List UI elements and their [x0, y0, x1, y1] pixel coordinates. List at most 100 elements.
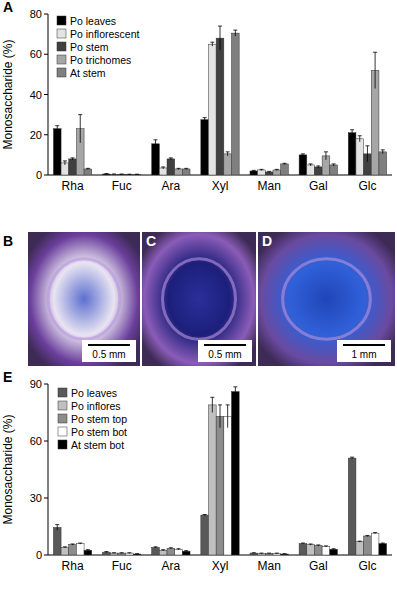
bar: [224, 416, 232, 555]
error-bar: [63, 547, 67, 548]
error-bar: [275, 553, 279, 555]
error-cap: [332, 163, 336, 164]
bar: [314, 167, 322, 175]
error-line: [375, 52, 376, 88]
panel-label: A: [3, 0, 13, 15]
scale-box: [198, 340, 252, 362]
error-cap: [218, 404, 222, 405]
error-bar: [135, 553, 139, 555]
bar: [69, 159, 77, 175]
bar: [110, 553, 118, 555]
error-bar: [324, 546, 328, 547]
error-bar: [127, 174, 131, 175]
error-bar: [365, 146, 369, 162]
bar: [364, 536, 372, 555]
error-cap: [373, 52, 377, 53]
bar: [330, 549, 338, 555]
error-bar: [71, 544, 75, 545]
error-bar: [169, 158, 173, 160]
error-line: [227, 152, 228, 156]
x-tick-label: Ara: [162, 179, 181, 193]
error-bar: [177, 549, 181, 550]
bar: [273, 170, 281, 175]
error-line: [325, 152, 326, 160]
error-cap: [161, 166, 165, 167]
legend-swatch: [58, 388, 67, 397]
bar: [152, 144, 160, 175]
error-cap: [233, 386, 237, 387]
bar: [182, 551, 190, 555]
y-tick: [44, 384, 48, 385]
bar: [159, 550, 167, 555]
error-bar: [252, 170, 256, 171]
legend-label: Po inflorescent: [70, 28, 140, 40]
error-bar: [252, 552, 256, 554]
error-cap: [184, 168, 188, 169]
bar: [379, 152, 387, 175]
y-tick: [44, 441, 48, 442]
error-bar: [332, 549, 336, 550]
y-tick-label: 80: [30, 8, 42, 20]
bar: [61, 547, 69, 555]
bar: [258, 170, 266, 175]
bar: [265, 553, 273, 555]
bar: [371, 533, 379, 555]
bar: [307, 545, 315, 555]
y-tick: [44, 134, 48, 135]
error-cap: [127, 552, 131, 553]
bar: [159, 168, 167, 175]
x-tick-label: Fuc: [112, 179, 132, 193]
error-cap: [127, 174, 131, 175]
error-cap: [358, 135, 362, 136]
x-tick-label: Gal: [309, 559, 328, 573]
error-cap: [226, 151, 230, 152]
error-cap: [177, 548, 181, 549]
y-tick-label: 20: [30, 129, 42, 141]
y-tick: [44, 54, 48, 55]
error-cap: [135, 553, 139, 554]
x-tick-label: Xyl: [212, 559, 229, 573]
error-bar: [78, 115, 82, 143]
error-cap: [184, 550, 188, 551]
error-cap: [55, 524, 59, 525]
error-cap: [55, 125, 59, 126]
scale-box: [337, 340, 391, 362]
bar: [314, 546, 322, 556]
chart: E0306090Monosaccharide (%)RhaFucAraXylMa…: [1, 369, 392, 573]
error-cap: [282, 163, 286, 164]
bar: [175, 549, 183, 555]
error-bar: [135, 174, 139, 175]
bar: [258, 553, 266, 555]
legend-label: At stem bot: [71, 439, 124, 451]
x-tick-label: Rha: [62, 179, 84, 193]
bar: [281, 164, 289, 175]
bar: [103, 552, 111, 555]
error-line: [220, 26, 221, 50]
error-bar: [282, 553, 286, 555]
error-cap: [169, 547, 173, 548]
bar: [231, 392, 239, 555]
y-tick-label: 90: [30, 378, 42, 390]
panel-label: E: [3, 369, 12, 385]
error-cap: [358, 541, 362, 542]
y-tick: [44, 14, 48, 15]
bars: [53, 387, 386, 555]
error-bar: [259, 553, 263, 555]
error-cap: [135, 174, 139, 175]
error-cap: [86, 549, 90, 550]
bar: [69, 545, 77, 555]
panel-label: C: [146, 233, 156, 249]
y-tick-label: 30: [30, 492, 42, 504]
error-line: [382, 150, 383, 154]
micrograph: [258, 232, 395, 366]
error-bar: [78, 543, 82, 544]
error-bar: [233, 387, 237, 397]
x-tick-label: Gal: [309, 179, 328, 193]
y-tick-label: 40: [30, 89, 42, 101]
y-tick-label: 0: [36, 169, 42, 181]
bar: [84, 169, 92, 175]
error-bar: [316, 166, 320, 168]
bars: [53, 26, 386, 175]
error-line: [155, 140, 156, 148]
bar: [348, 458, 356, 555]
